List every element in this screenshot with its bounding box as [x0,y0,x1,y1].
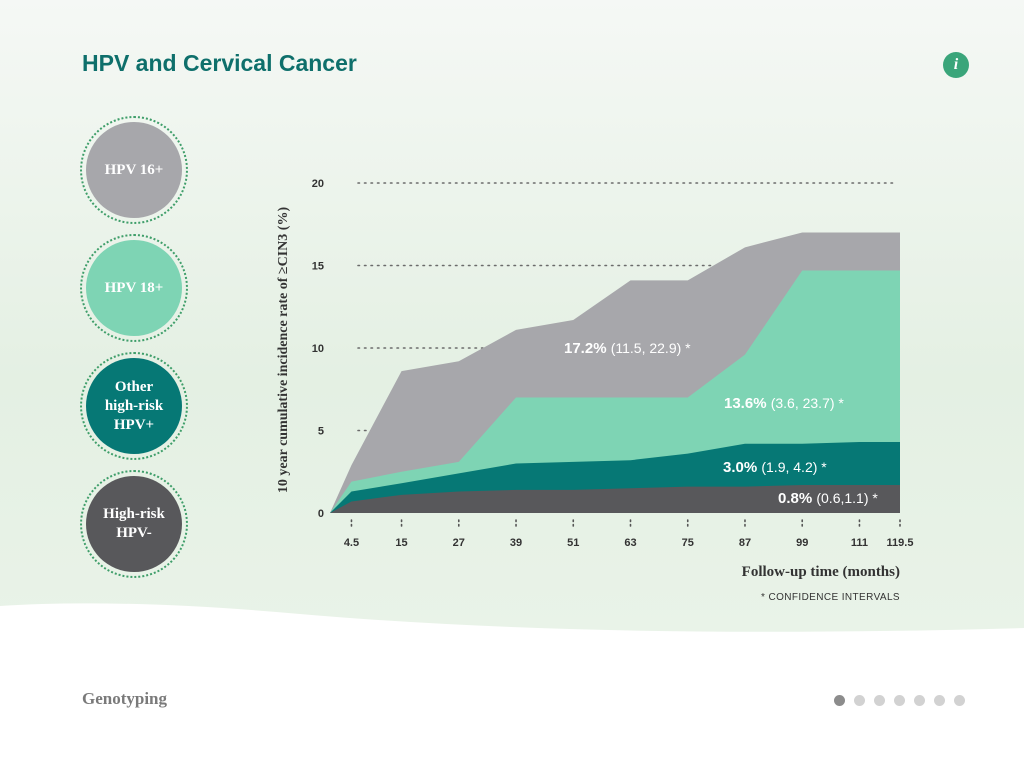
page-dot[interactable] [834,695,845,706]
legend-label-high-risk-negative: High-risk HPV- [86,476,182,572]
series-label-0: 17.2% (11.5, 22.9) * [564,340,691,357]
x-tick-label: 15 [395,537,407,549]
x-tick-label: 75 [682,537,694,549]
page-dot[interactable] [894,695,905,706]
x-tick-label: 63 [624,537,636,549]
confidence-interval-footnote: * CONFIDENCE INTERVALS [761,592,900,603]
legend-item-high-risk-negative[interactable]: High-risk HPV- [80,470,188,578]
page-dot[interactable] [934,695,945,706]
y-tick-label: 20 [312,178,324,190]
page-title: HPV and Cervical Cancer [82,50,357,76]
footer-section-label: Genotyping [82,689,168,708]
page-dot[interactable] [854,695,865,706]
x-tick-label: 27 [453,537,465,549]
x-tick-label: 51 [567,537,579,549]
x-axis-label: Follow-up time (months) [742,564,900,580]
y-tick-label: 0 [318,508,324,520]
y-axis-label: 10 year cumulative incidence rate of ≥CI… [276,207,291,494]
x-axis-label-main: Follow-up time [742,564,843,580]
legend-item-other-high-risk[interactable]: Other high-risk HPV+ [80,352,188,460]
series-label-value: 13.6% [724,395,771,412]
legend-label-hpv16: HPV 16+ [86,122,182,218]
page-dot[interactable] [874,695,885,706]
series-label-ci: (1.9, 4.2) * [761,459,827,475]
y-tick-label: 5 [318,426,324,438]
legend-label-hpv18: HPV 18+ [86,240,182,336]
info-button[interactable]: i [943,52,969,78]
x-tick-label: 111 [851,537,868,549]
legend-label-other-high-risk: Other high-risk HPV+ [86,358,182,454]
page-dot[interactable] [954,695,965,706]
series-label-ci: (11.5, 22.9) * [611,340,691,356]
series-label-value: 17.2% [564,340,611,357]
incidence-area-chart: 0 5 10 15 20 4.5 15 27 39 51 63 75 87 99 111 119.5 17.2%… [276,178,914,603]
legend-item-hpv16[interactable]: HPV 16+ [80,116,188,224]
series-label-ci: (3.6, 23.7) * [771,395,845,411]
x-tick-label: 87 [739,537,751,549]
pagination-dots [834,695,965,706]
series-label-ci: (0.6,1.1) * [816,490,878,506]
series-label-2: 3.0% (1.9, 4.2) * [723,459,827,476]
x-tick-label: 99 [796,537,808,549]
legend-item-hpv18[interactable]: HPV 18+ [80,234,188,342]
y-tick-label: 10 [312,343,324,355]
series-label-value: 3.0% [723,459,761,476]
x-tick-label: 39 [510,537,522,549]
series-label-3: 0.8% (0.6,1.1) * [778,490,878,507]
series-label-1: 13.6% (3.6, 23.7) * [724,395,844,412]
page-dot[interactable] [914,695,925,706]
x-tick-label: 119.5 [887,537,914,549]
x-axis-label-unit: (months) [842,564,900,580]
area-series-3 [330,484,900,513]
x-tick-label: 4.5 [344,537,359,549]
y-tick-label: 15 [312,261,324,273]
series-label-value: 0.8% [778,490,816,507]
